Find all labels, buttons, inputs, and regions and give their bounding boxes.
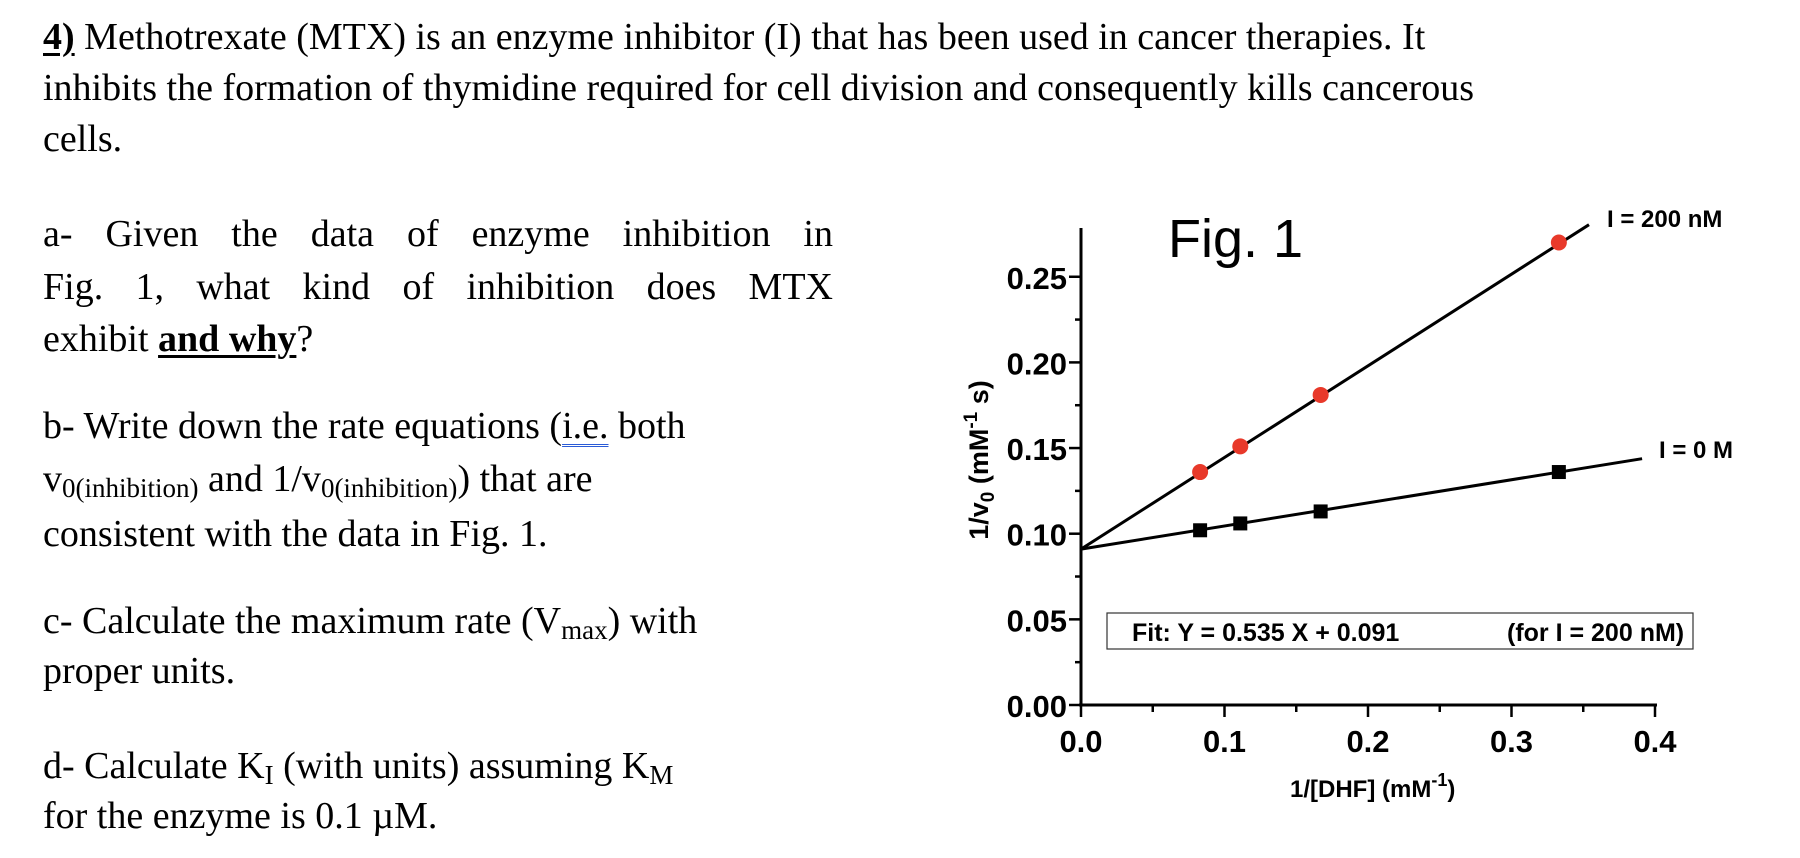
data-point (1551, 465, 1566, 480)
question-a-text-2: Fig. 1, what kind of inhibition does MTX (43, 266, 833, 308)
y-tick-label: 0.05 (1007, 603, 1067, 638)
question-mark: ? (296, 318, 314, 360)
series-inhibited (1080, 223, 1590, 551)
question-b-line-3: consistent with the data in Fig. 1. (43, 513, 548, 555)
data-point (1313, 504, 1328, 519)
y-tick-label: 0.10 (1007, 518, 1067, 553)
x-tick-label: 0.1 (1203, 724, 1246, 759)
ki-subscript: I (264, 760, 274, 790)
question-a-line-3: exhibit and why? (43, 320, 313, 358)
series-label-inhibited: I = 200 nM (1607, 206, 1722, 233)
y-tick-label: 0.20 (1007, 346, 1067, 381)
question-d-text-1b: (with units) assuming K (273, 745, 650, 787)
question-b-line-2: v0(inhibition) and 1/v0(inhibition)) tha… (43, 458, 593, 502)
data-point (1232, 438, 1249, 455)
problem-number: 4) (43, 16, 75, 58)
question-d-line-2: for the enzyme is 0.1 µM. (43, 795, 438, 837)
y-axis: 0.00 0.05 0.10 0.15 0.20 0.25 (1007, 228, 1083, 724)
problem-intro-line-2: inhibits the formation of thymidine requ… (43, 67, 1474, 109)
question-b-text-2: and 1/v (198, 458, 321, 500)
and-why-emphasis: and why (158, 318, 297, 360)
v0-subscript-2: 0(inhibition) (320, 473, 458, 503)
x-tick-label: 0.0 (1059, 724, 1102, 759)
question-c-text-1b: ) with (607, 600, 698, 642)
question-a-text-3: exhibit (43, 318, 159, 360)
data-point (1192, 464, 1209, 481)
problem-intro-line-1: 4) Methotrexate (MTX) is an enzyme inhib… (43, 18, 1425, 56)
km-subscript: M (649, 760, 674, 790)
vmax-subscript: max (561, 615, 608, 645)
data-point (1233, 516, 1248, 531)
question-b-text-1: b- Write down the rate equations ( (43, 405, 563, 447)
y-tick-label: 0.15 (1007, 432, 1067, 467)
problem-intro-line-3: cells. (43, 118, 123, 160)
v0-subscript: 0(inhibition) (62, 473, 199, 503)
fit-note: (for I = 200 nM) (1507, 619, 1684, 647)
question-a-line-1: a- Given the data of enzyme inhibition i… (43, 215, 833, 253)
y-axis-label: 1/v0 (mM-1 s) (961, 380, 999, 540)
question-d-text-1: d- Calculate K (43, 745, 265, 787)
question-b-text-2b: ) that are (457, 458, 593, 500)
y-tick-label: 0.25 (1007, 261, 1067, 296)
question-c-line-2: proper units. (43, 650, 236, 692)
x-axis-label: 1/[DHF] (mM-1) (1290, 770, 1455, 803)
question-a-text-1: a- Given the data of enzyme inhibition i… (43, 213, 833, 255)
data-point (1193, 523, 1208, 538)
x-tick-label: 0.3 (1490, 724, 1533, 759)
chart-title: Fig. 1 (1168, 209, 1303, 269)
ie-abbreviation: i.e. (562, 405, 609, 447)
intro-text-1: Methotrexate (MTX) is an enzyme inhibito… (74, 16, 1426, 58)
data-point (1312, 386, 1329, 403)
question-c-line-1: c- Calculate the maximum rate (Vmax) wit… (43, 600, 698, 644)
v0-symbol: v (43, 458, 62, 500)
x-tick-label: 0.2 (1346, 724, 1389, 759)
fit-equation: Fit: Y = 0.535 X + 0.091 (1132, 619, 1399, 647)
question-a-line-2: Fig. 1, what kind of inhibition does MTX (43, 268, 833, 306)
question-b-line-1: b- Write down the rate equations (i.e. b… (43, 407, 686, 445)
series-label-uninhibited: I = 0 M (1659, 437, 1733, 464)
question-d-line-1: d- Calculate KI (with units) assuming KM (43, 745, 673, 789)
x-tick-label: 0.4 (1633, 724, 1677, 759)
y-tick-label: 0.00 (1007, 689, 1067, 724)
x-axis: 0.0 0.1 0.2 0.3 0.4 (1059, 703, 1677, 759)
fit-annotation-box (1106, 612, 1694, 650)
svg-text:1/v0 (mM-1 s): 1/v0 (mM-1 s) (961, 380, 999, 540)
data-point (1550, 234, 1567, 251)
question-b-text-1b: both (608, 405, 686, 447)
series-uninhibited (1080, 457, 1643, 551)
question-c-text-1: c- Calculate the maximum rate (V (43, 600, 562, 642)
